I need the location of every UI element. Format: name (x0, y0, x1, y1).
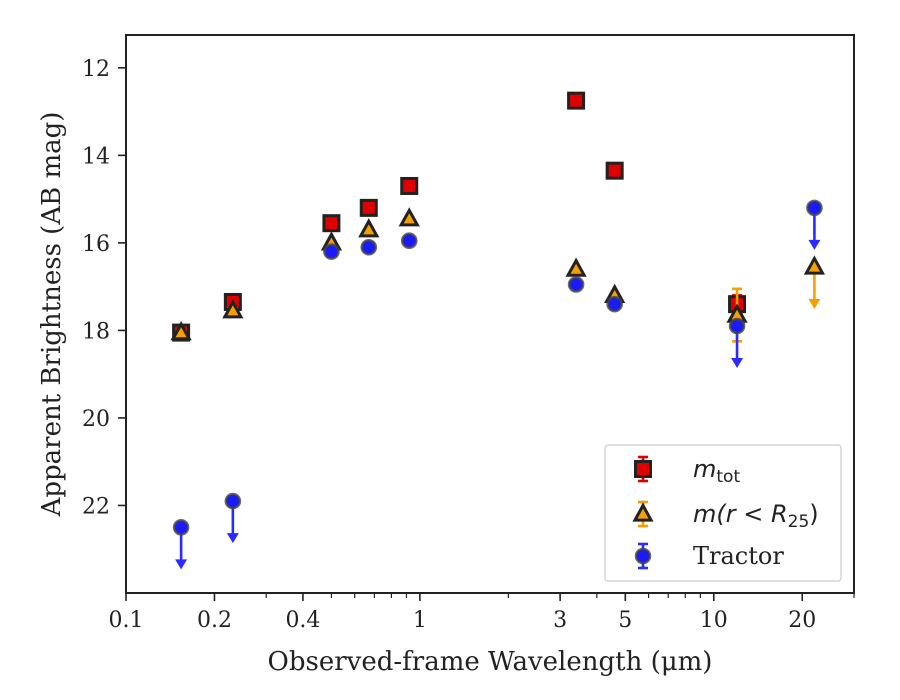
point-tractor (728, 317, 746, 335)
x-tick-label: 3 (553, 608, 567, 633)
legend-marker-tractor (634, 547, 652, 565)
x-tick-label: 0.4 (285, 608, 320, 633)
y-tick-label: 14 (82, 144, 110, 169)
point-mtot (400, 176, 419, 195)
point-tractor (172, 519, 190, 536)
legend-label-mtot: mtot (693, 455, 740, 487)
point-mtot (359, 198, 378, 217)
point-m_r25 (803, 255, 826, 275)
point-tractor (360, 238, 378, 256)
y-tick-label: 12 (82, 57, 110, 82)
point-tractor (567, 276, 585, 293)
legend-label-tractor: Tractor (693, 542, 784, 570)
upper-limit-arrow-head (175, 559, 188, 570)
point-mtot (605, 161, 624, 180)
legend-box (604, 444, 842, 582)
point-m_r25 (398, 207, 420, 227)
axes: 0.1 0.2 0.4 1 3 5 10 20 12 14 16 18 20 22 (82, 57, 855, 633)
x-axis-label: Observed-frame Wavelength (μm) (268, 647, 713, 677)
point-m_r25 (222, 299, 244, 319)
x-tick-label: 5 (618, 608, 632, 633)
legend-entry-mtot: mtot (634, 455, 740, 487)
upper-limit-arrow-head (808, 298, 821, 309)
y-tick-label: 22 (82, 494, 110, 519)
point-m_r25 (358, 218, 380, 238)
upper-limit-arrow-head (226, 533, 239, 544)
legend-label-m_r25: m(r < R25) (693, 500, 819, 532)
x-tick-label: 10 (700, 608, 728, 633)
y-axis-label: Apparent Brightness (AB mag) (37, 112, 67, 518)
series-mtot (172, 91, 747, 342)
plot-area (170, 91, 826, 570)
plot-frame (125, 34, 855, 594)
point-mtot (567, 91, 586, 110)
legend-marker-mtot (634, 460, 652, 478)
series-tractor (172, 199, 823, 570)
upper-limit-arrow-head (731, 358, 744, 369)
point-tractor (400, 232, 418, 249)
x-tick-label: 1 (413, 608, 427, 633)
x-tick-label: 20 (788, 608, 816, 633)
y-tick-label: 20 (82, 407, 110, 432)
point-tractor (323, 243, 340, 260)
point-tractor (606, 295, 623, 313)
point-mtot (322, 214, 341, 233)
point-tractor (224, 492, 242, 510)
x-tick-label: 0.1 (109, 608, 144, 633)
legend: mtot m(r < R25) Tractor (604, 444, 842, 582)
legend-entry-m_r25: m(r < R25) (632, 500, 819, 532)
point-m_r25 (170, 320, 192, 341)
legend-entry-tractor: Tractor (634, 542, 784, 570)
point-tractor (806, 199, 823, 217)
y-tick-label: 16 (82, 232, 110, 257)
x-tick-label: 0.2 (197, 608, 232, 633)
point-m_r25 (565, 257, 587, 277)
upper-limit-arrow-head (808, 239, 821, 250)
y-tick-label: 18 (82, 319, 110, 344)
legend-marker-m_r25 (632, 502, 654, 522)
